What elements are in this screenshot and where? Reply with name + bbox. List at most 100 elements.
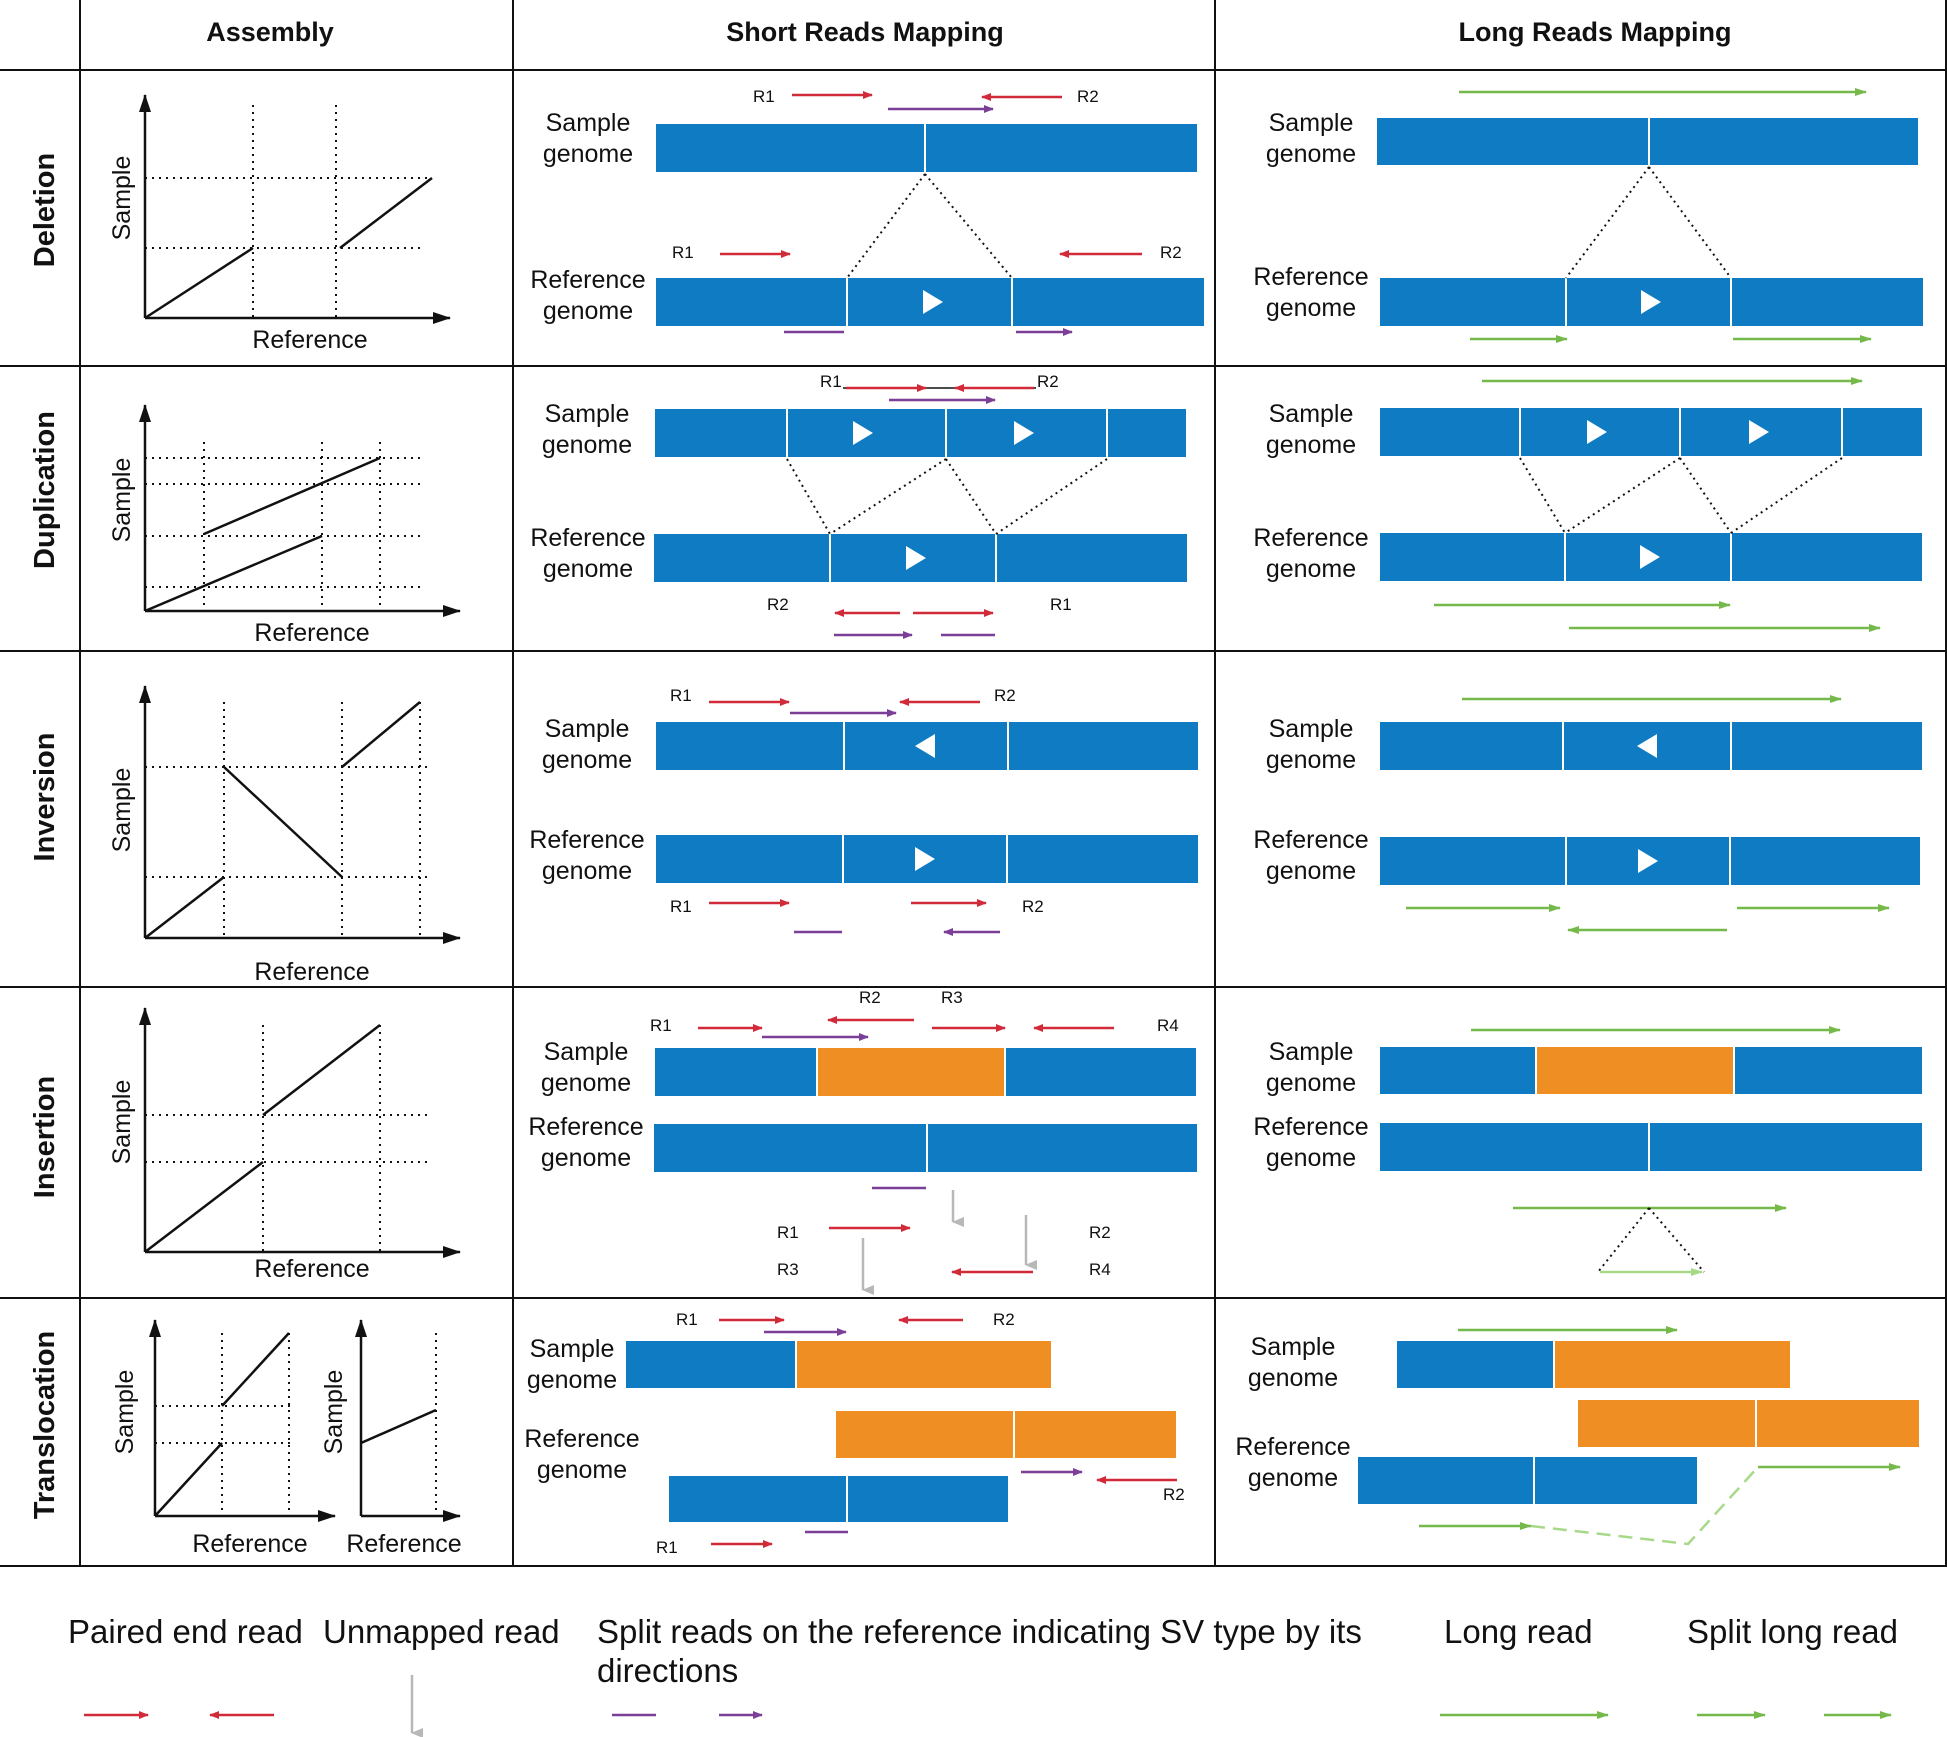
genome-label: Sample genome [1248, 1333, 1338, 1392]
short-deletion: Sample genome Reference genome R1 R2 R1 R2 [530, 87, 1204, 336]
genome-bar [1358, 1457, 1697, 1504]
genome-label: Reference genome [1253, 524, 1368, 583]
row-label-duplication: Duplication [29, 411, 61, 569]
axis-label-sample: Sample [108, 156, 136, 241]
read-label: R2 [994, 686, 1016, 705]
genome-label: Reference genome [1253, 1113, 1368, 1172]
long-inversion: Sample genome Reference genome [1253, 695, 1922, 934]
translocated-segment [796, 1341, 1051, 1388]
read-label: R2 [1089, 1223, 1111, 1242]
genome-label: Sample genome [541, 1038, 631, 1097]
direction-triangle [1638, 849, 1658, 873]
genome-label: Reference genome [530, 266, 645, 325]
genome-bar [626, 1341, 796, 1388]
legend: Paired end read Unmapped read Split read… [68, 1613, 1898, 1737]
read-label: R3 [777, 1260, 799, 1279]
genome-label: Reference genome [528, 1113, 643, 1172]
header-assembly: Assembly [206, 17, 334, 47]
direction-triangle [915, 847, 935, 871]
legend-unmapped-label: Unmapped read [323, 1613, 560, 1650]
read-label: R2 [767, 595, 789, 614]
direction-triangle [1749, 420, 1769, 444]
genome-label: Reference genome [529, 826, 644, 885]
row-label-inversion: Inversion [29, 733, 61, 862]
genome-label: Sample genome [543, 109, 633, 168]
read-label: R1 [753, 87, 775, 106]
header-short-reads: Short Reads Mapping [726, 17, 1004, 47]
axis-label-reference: Reference [254, 619, 369, 647]
read-label: R3 [941, 988, 963, 1007]
read-label: R1 [656, 1538, 678, 1557]
inserted-segment [1536, 1047, 1734, 1094]
legend-split-long-label: Split long read [1687, 1613, 1898, 1650]
axis-label-sample: Sample [108, 1080, 136, 1165]
short-translocation: Sample genome Reference genome R1 R2 R2 R1 [524, 1310, 1184, 1557]
long-insertion: Sample genome Reference genome [1253, 1026, 1922, 1276]
legend-long-label: Long read [1444, 1613, 1593, 1650]
axis-label-reference: Reference [254, 1255, 369, 1283]
direction-triangle [1014, 421, 1034, 445]
read-label: R1 [820, 372, 842, 391]
read-label: R2 [859, 988, 881, 1007]
axis-label-sample: Sample [111, 1370, 139, 1455]
direction-triangle [1640, 545, 1660, 569]
read-label: R1 [670, 897, 692, 916]
genome-bar [1377, 118, 1918, 165]
read-label: R4 [1157, 1016, 1179, 1035]
genome-bar [655, 409, 1186, 457]
read-label: R2 [1163, 1485, 1185, 1504]
row-label-insertion: Insertion [29, 1076, 61, 1198]
axis-label-reference: Reference [254, 958, 369, 986]
read-label: R2 [993, 1310, 1015, 1329]
dotplot-insertion: Sample Reference [108, 1007, 461, 1283]
direction-triangle [1641, 290, 1661, 314]
row-label-translocation: Translocation [29, 1331, 61, 1520]
read-label: R1 [650, 1016, 672, 1035]
read-label: R1 [670, 686, 692, 705]
long-deletion: Sample genome Reference genome [1253, 88, 1923, 343]
genome-label: Sample genome [1266, 109, 1356, 168]
genome-label: Sample genome [542, 400, 632, 459]
genome-bar [669, 1476, 1008, 1522]
direction-triangle [923, 290, 943, 314]
header-long-reads: Long Reads Mapping [1459, 17, 1732, 47]
read-label: R2 [1077, 87, 1099, 106]
inserted-segment [817, 1048, 1005, 1096]
genome-bar [656, 124, 1197, 172]
axis-label-sample: Sample [320, 1370, 348, 1455]
genome-label: Reference genome [1253, 263, 1368, 322]
read-label: R2 [1160, 243, 1182, 262]
direction-triangle [1587, 420, 1607, 444]
legend-split-label: Split reads on the reference indicating … [597, 1613, 1362, 1689]
genome-label: Reference genome [524, 1425, 639, 1484]
genome-label: Reference genome [530, 524, 645, 583]
direction-triangle [1637, 734, 1657, 758]
direction-triangle [915, 734, 935, 758]
genome-bar [1380, 408, 1922, 456]
split-link [1530, 1466, 1759, 1546]
legend-paired-label: Paired end read [68, 1613, 303, 1650]
dotplot-translocation-right: Sample Reference [320, 1319, 462, 1558]
genome-bar [1380, 1123, 1922, 1171]
genome-label: Sample genome [542, 715, 632, 774]
genome-bar [654, 1124, 1197, 1172]
genome-bar [1397, 1341, 1554, 1388]
axis-label-reference: Reference [346, 1530, 461, 1558]
genome-label: Sample genome [1266, 400, 1356, 459]
dotplot-deletion: Sample Reference [108, 94, 451, 354]
read-label: R2 [1022, 897, 1044, 916]
short-duplication: Sample genome Reference genome R1 R2 R2 R1 [530, 372, 1187, 639]
long-translocation: Sample genome Reference genome [1235, 1326, 1919, 1546]
short-inversion: Sample genome Reference genome R1 R2 R1 R2 [529, 686, 1198, 936]
read-label: R1 [777, 1223, 799, 1242]
row-label-deletion: Deletion [29, 153, 61, 267]
axis-label-sample: Sample [108, 458, 136, 543]
read-label: R2 [1037, 372, 1059, 391]
axis-label-reference: Reference [192, 1530, 307, 1558]
short-insertion: Sample genome Reference genome R2 R3 R1 R4… [528, 988, 1197, 1295]
genome-label: Sample genome [1266, 715, 1356, 774]
genome-label: Reference genome [1235, 1433, 1350, 1492]
read-label: R1 [676, 1310, 698, 1329]
dotplot-translocation-left: Sample Reference [111, 1319, 336, 1558]
